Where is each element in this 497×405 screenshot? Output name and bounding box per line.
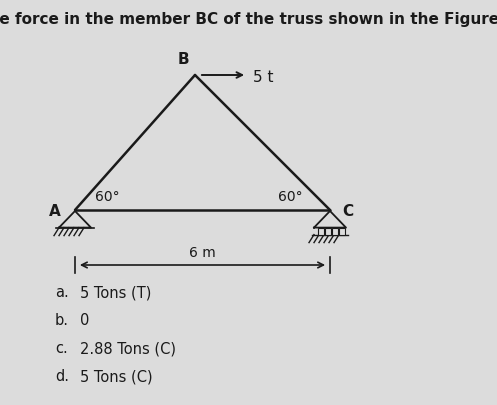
Text: The force in the member BC of the truss shown in the Figure is: The force in the member BC of the truss … — [0, 12, 497, 27]
Text: 60°: 60° — [95, 190, 120, 204]
Text: 5 t: 5 t — [253, 70, 273, 85]
Text: 60°: 60° — [278, 190, 303, 204]
Text: 2.88 Tons (C): 2.88 Tons (C) — [80, 341, 176, 356]
Text: d.: d. — [55, 369, 69, 384]
Bar — [325, 228, 331, 234]
Bar — [318, 228, 324, 234]
Text: 5 Tons (C): 5 Tons (C) — [80, 369, 153, 384]
Text: B: B — [177, 52, 189, 67]
Text: C: C — [342, 205, 353, 220]
Bar — [339, 228, 345, 234]
Text: a.: a. — [55, 285, 69, 300]
Text: 5 Tons (T): 5 Tons (T) — [80, 285, 152, 300]
Text: A: A — [49, 205, 61, 220]
Text: b.: b. — [55, 313, 69, 328]
Bar — [332, 228, 338, 234]
Text: 0: 0 — [80, 313, 89, 328]
Text: c.: c. — [55, 341, 68, 356]
Text: 6 m: 6 m — [189, 246, 216, 260]
